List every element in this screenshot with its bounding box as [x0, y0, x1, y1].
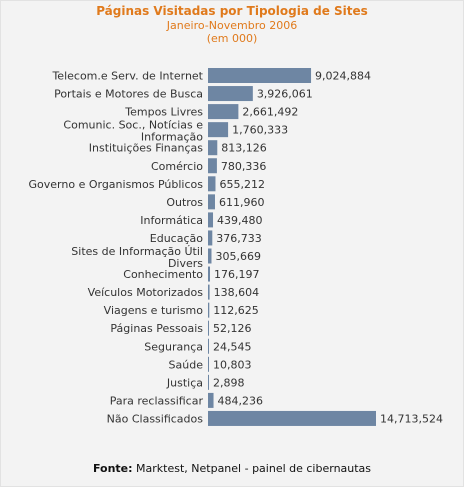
- category-label-paginas-pessoais: Páginas Pessoais: [110, 322, 203, 335]
- value-label-paginas-pessoais: 52,126: [213, 322, 252, 335]
- value-label-governo-e-organismos-publicos: 655,212: [219, 178, 265, 191]
- value-label-para-reclassificar: 484,236: [218, 394, 264, 407]
- bar-instituicoes-financas: [208, 140, 218, 156]
- category-label-nao-classificados: Não Classificados: [107, 412, 204, 425]
- bar-saude: [208, 356, 209, 372]
- category-label-viagens-e-turismo: Viagens e turismo: [104, 304, 204, 317]
- category-label-educacao: Educação: [150, 232, 203, 245]
- source-label: Fonte:: [92, 462, 133, 475]
- category-label-telecom-e-serv-de-internet: Telecom.e Serv. de Internet: [51, 70, 203, 83]
- category-label-comunic-soc-noticias-e-informacao: Comunic. Soc., Notícias e Informação: [63, 119, 203, 144]
- bar-governo-e-organismos-publicos: [208, 176, 216, 192]
- bar-sites-de-informacao-util-divers: [208, 248, 212, 264]
- chart-subtitle: Janeiro-Novembro 2006: [166, 19, 298, 32]
- category-label-seguranca: Segurança: [144, 340, 203, 353]
- bar-tempos-livres: [208, 104, 239, 120]
- value-label-seguranca: 24,545: [213, 340, 252, 353]
- source-text: Marktest, Netpanel - painel de cibernaut…: [136, 462, 372, 475]
- value-label-informatica: 439,480: [217, 214, 263, 227]
- category-label-sites-de-informacao-util-divers: Sites de Informação Útil Divers: [71, 245, 203, 270]
- value-label-portais-e-motores-de-busca: 3,926,061: [257, 88, 313, 101]
- bar-educacao: [208, 230, 213, 246]
- value-label-conhecimento: 176,197: [214, 268, 260, 281]
- value-label-telecom-e-serv-de-internet: 9,024,884: [315, 70, 371, 83]
- value-label-viagens-e-turismo: 112,625: [213, 304, 258, 317]
- chart-title: Páginas Visitadas por Tipologia de Sites: [96, 4, 368, 18]
- category-label-para-reclassificar: Para reclassificar: [110, 394, 204, 407]
- bar-nao-classificados: [208, 410, 376, 426]
- value-label-instituicoes-financas: 813,126: [221, 142, 267, 155]
- chart-unit-note: (em 000): [206, 32, 258, 45]
- category-label-saude: Saúde: [169, 358, 204, 371]
- value-label-comercio: 780,336: [221, 160, 266, 173]
- value-label-nao-classificados: 14,713,524: [380, 412, 443, 425]
- source-note: Fonte: Marktest, Netpanel - painel de ci…: [0, 462, 464, 475]
- value-label-comunic-soc-noticias-e-informacao: 1,760,333: [232, 124, 288, 137]
- category-label-tempos-livres: Tempos Livres: [124, 106, 203, 119]
- bar-informatica: [208, 212, 214, 228]
- bar-paginas-pessoais: [208, 320, 209, 336]
- category-label-portais-e-motores-de-busca: Portais e Motores de Busca: [54, 88, 203, 101]
- category-label-comercio: Comércio: [151, 160, 203, 173]
- value-label-tempos-livres: 2,661,492: [242, 106, 298, 119]
- bar-viagens-e-turismo: [208, 302, 210, 318]
- chart-header: Páginas Visitadas por Tipologia de Sites…: [0, 4, 464, 45]
- value-label-sites-de-informacao-util-divers: 305,669: [215, 250, 261, 263]
- bar-veiculos-motorizados: [208, 284, 210, 300]
- bar-portais-e-motores-de-busca: [208, 86, 253, 102]
- category-label-outros: Outros: [166, 196, 203, 209]
- category-label-instituicoes-financas: Instituições Finanças: [89, 142, 203, 155]
- category-label-conhecimento: Conhecimento: [123, 268, 203, 281]
- category-label-informatica: Informática: [140, 214, 203, 227]
- bar-para-reclassificar: [208, 392, 214, 408]
- category-label-governo-e-organismos-publicos: Governo e Organismos Públicos: [29, 178, 204, 191]
- bar-seguranca: [208, 338, 209, 354]
- value-label-educacao: 376,733: [216, 232, 262, 245]
- value-label-outros: 611,960: [219, 196, 265, 209]
- bar-conhecimento: [208, 266, 211, 282]
- value-label-justica: 2,898: [213, 376, 245, 389]
- category-label-veiculos-motorizados: Veículos Motorizados: [88, 286, 204, 299]
- bar-justica: [208, 374, 209, 390]
- bar-comunic-soc-noticias-e-informacao: [208, 122, 229, 138]
- value-label-saude: 10,803: [213, 358, 252, 371]
- bar-comercio: [208, 158, 217, 174]
- category-label-justica: Justiça: [166, 376, 203, 389]
- value-label-veiculos-motorizados: 138,604: [214, 286, 259, 299]
- bar-telecom-e-serv-de-internet: [208, 68, 312, 83]
- bar-outros: [208, 194, 215, 210]
